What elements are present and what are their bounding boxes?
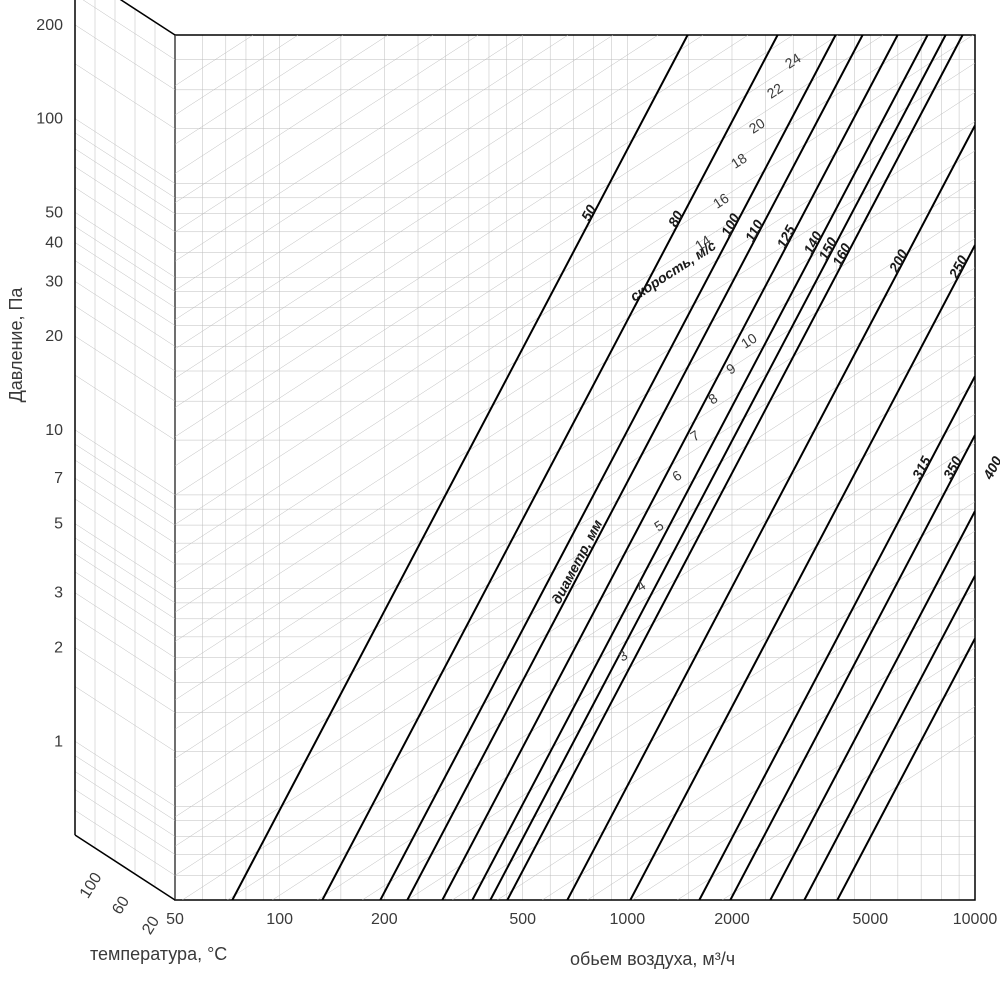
y-tick-label: 50: [45, 204, 63, 221]
diameter-label: 100: [718, 210, 743, 238]
temperature-axis: [75, 0, 175, 900]
velocity-label: 3: [615, 647, 630, 665]
y-tick-label: 3: [54, 585, 63, 602]
velocity-label: 16: [710, 190, 732, 212]
diameter-label: 400: [979, 453, 1000, 482]
diameter-label: 125: [773, 222, 798, 250]
diameter-axis-label: диаметр, мм: [548, 516, 606, 606]
y-tick-label: 100: [36, 111, 63, 128]
diameter-label: 110: [742, 217, 767, 244]
velocity-label: 9: [723, 360, 738, 378]
chart-svg: 5080100110125140150160200250315350400450…: [0, 0, 1000, 993]
y-tick-label: 2: [54, 640, 63, 657]
velocity-label: 7: [687, 427, 702, 445]
x-tick-label: 1000: [610, 911, 646, 928]
nomogram-chart: 5080100110125140150160200250315350400450…: [0, 0, 1000, 993]
diameter-label: 80: [665, 208, 687, 229]
y-tick-label: 200: [36, 17, 63, 34]
velocity-label: 6: [669, 467, 684, 485]
temp-tick-label: 60: [109, 893, 133, 917]
x-tick-label: 50: [166, 911, 184, 928]
velocity-label: 5: [651, 517, 666, 535]
velocity-label: 8: [705, 390, 720, 408]
x-tick-label: 500: [509, 911, 536, 928]
y-tick-label: 1: [54, 733, 63, 750]
x-tick-label: 10000: [953, 911, 998, 928]
velocity-axis-label: скорость, м/с: [627, 237, 719, 304]
diameter-label: 350: [940, 453, 965, 481]
y-tick-label: 5: [54, 516, 63, 533]
y-tick-label: 20: [45, 328, 63, 345]
x-tick-label: 5000: [853, 911, 889, 928]
velocity-label: 20: [746, 115, 768, 137]
velocity-label: 22: [764, 80, 786, 102]
y-axis-label: Давление, Па: [6, 287, 26, 403]
diameter-label: 50: [578, 202, 600, 223]
diameter-label: 200: [885, 246, 911, 275]
temp-tick-label: 100: [77, 870, 106, 902]
x-tick-label: 200: [371, 911, 398, 928]
y-tick-label: 10: [45, 422, 63, 439]
temp-axis-label: температура, °С: [90, 944, 227, 964]
diagonals: [175, 35, 975, 900]
diameter-label: 315: [909, 453, 934, 481]
y-tick-label: 40: [45, 234, 63, 251]
velocity-label: 24: [782, 50, 804, 72]
y-tick-label: 30: [45, 273, 63, 290]
x-tick-label: 2000: [714, 911, 750, 928]
y-tick-label: 7: [54, 470, 63, 487]
x-axis-label: обьем воздуха, м³/ч: [570, 949, 735, 969]
x-tick-label: 100: [266, 911, 293, 928]
temp-tick-label: 20: [139, 913, 163, 937]
